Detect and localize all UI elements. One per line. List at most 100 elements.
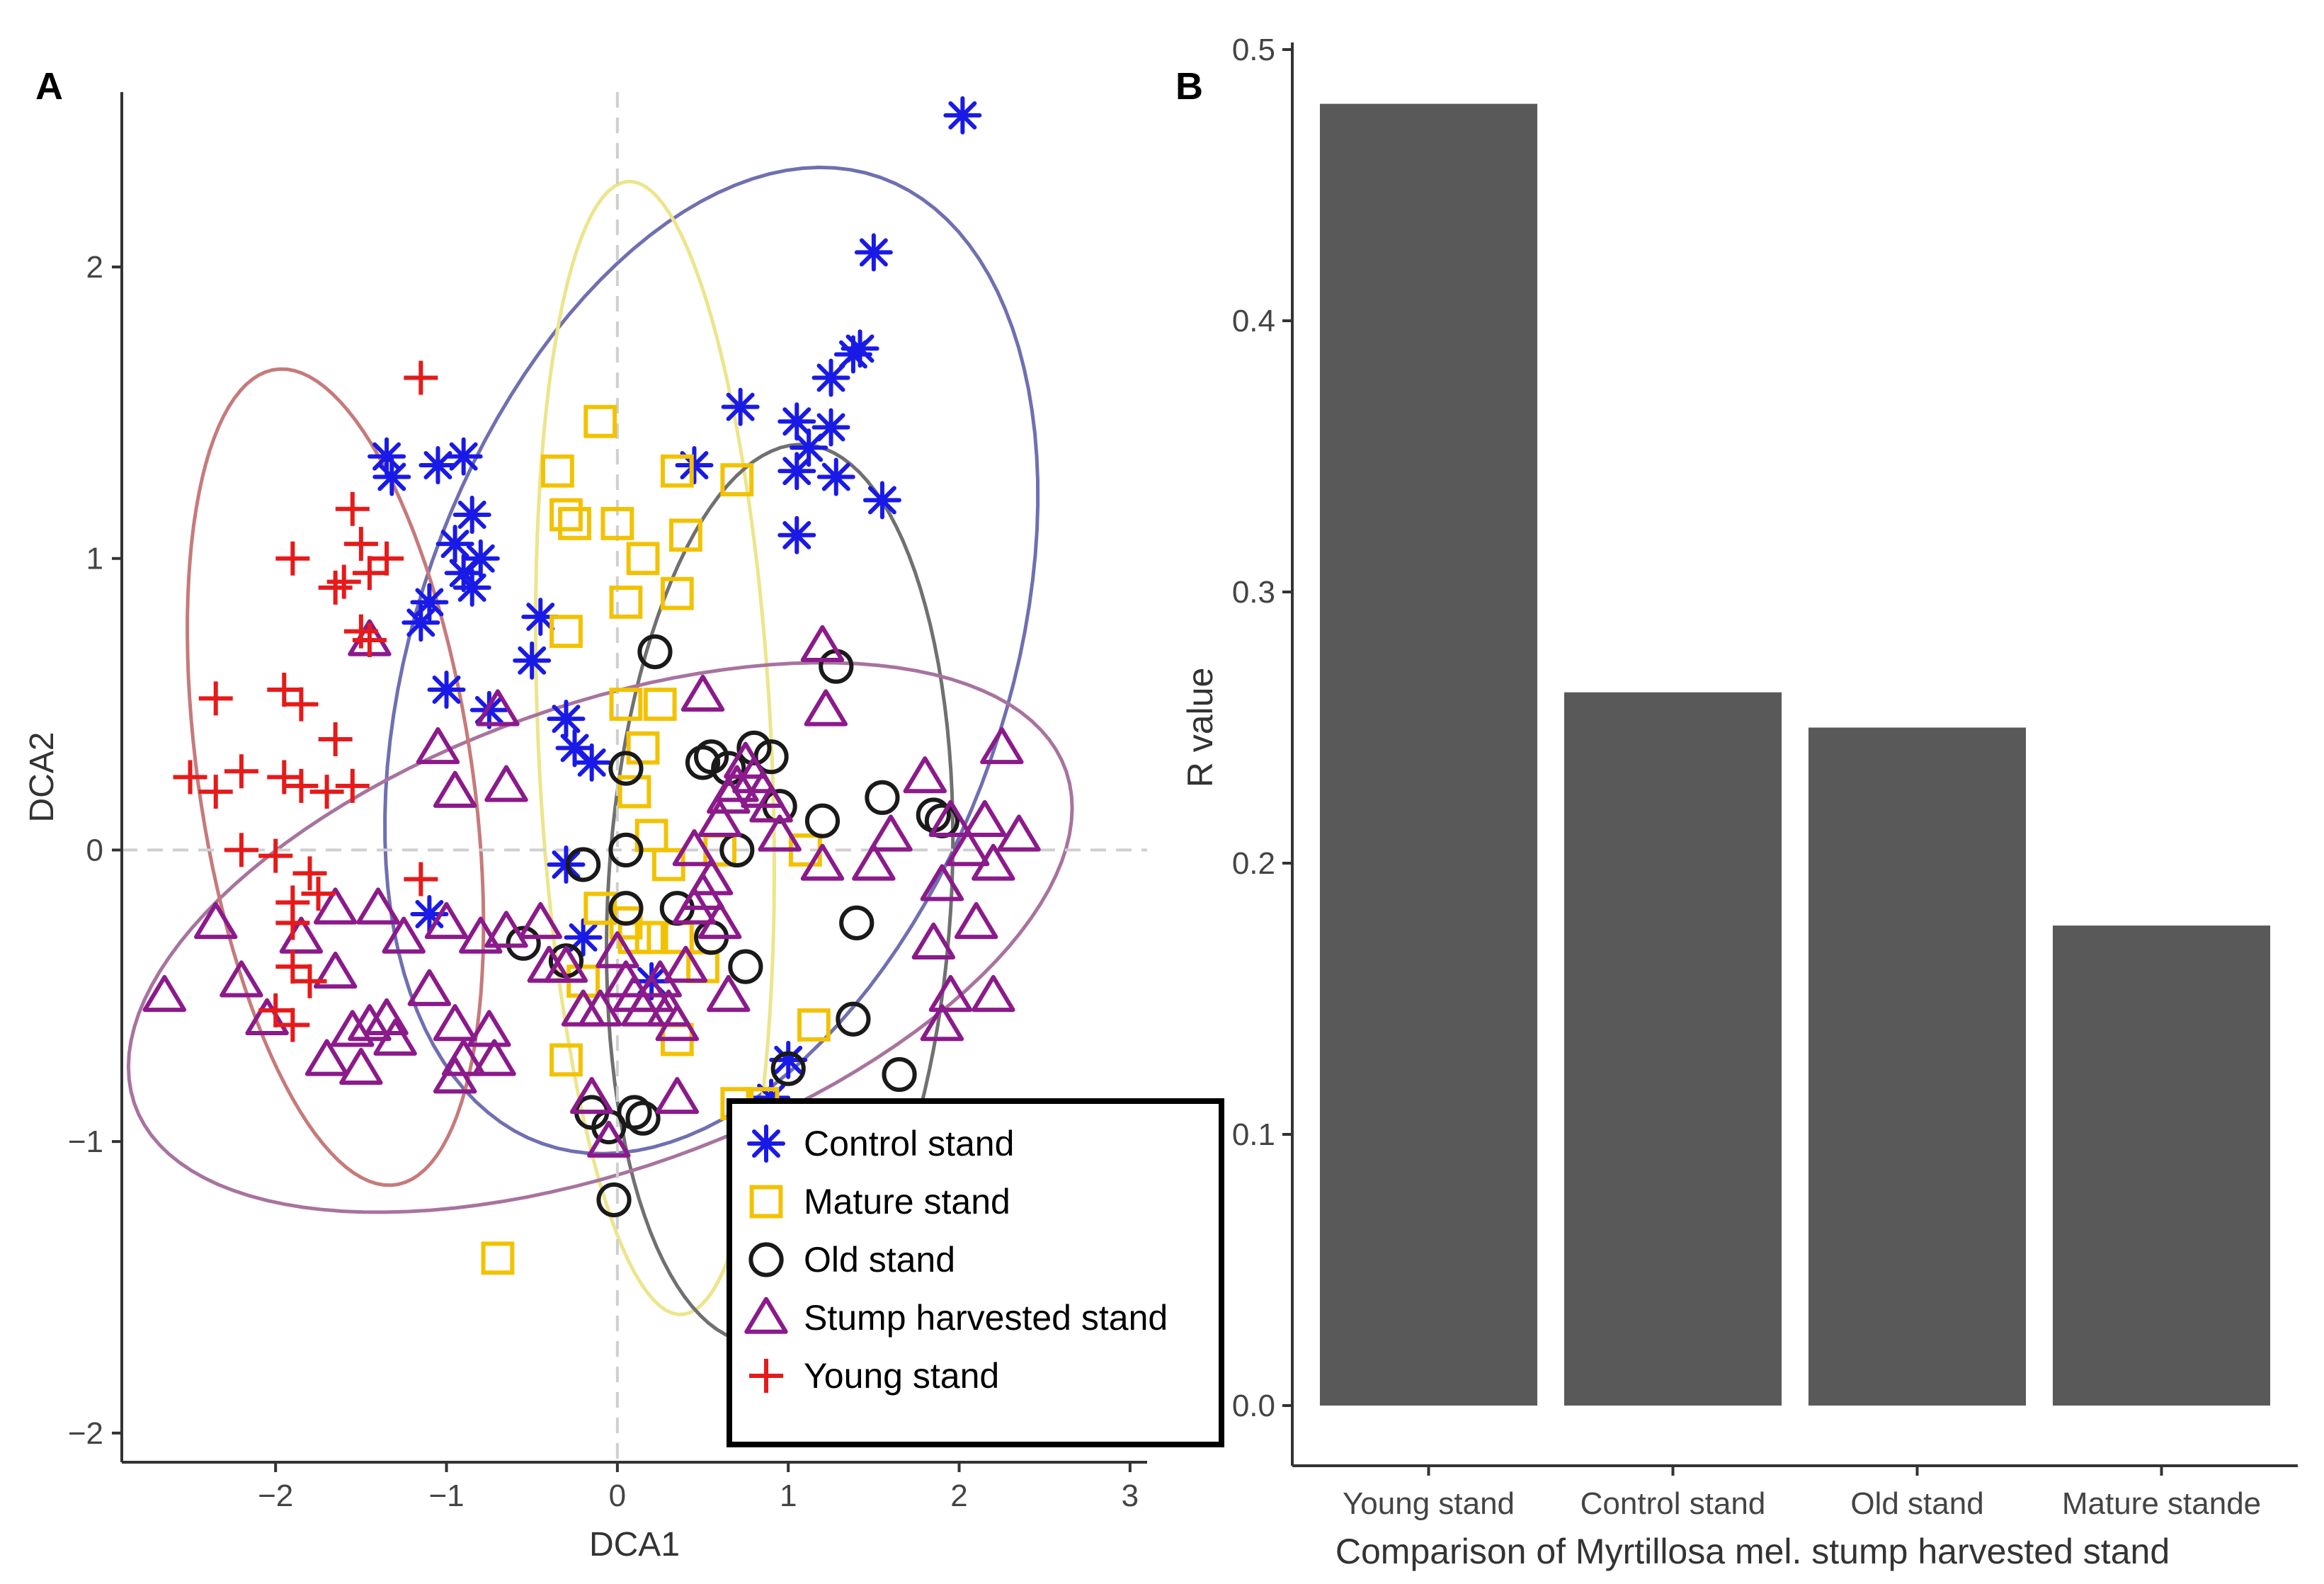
point-3-57 <box>680 674 725 712</box>
legend-item: Control stand <box>747 1124 1014 1163</box>
point-3-28 <box>484 765 528 802</box>
bars-layer <box>1319 103 2271 1406</box>
panel-b-bar: B 0.0 0.1 0.2 0.3 0.4 0.5 Young stand Control s… <box>1175 33 2298 1571</box>
point-4-24 <box>301 877 336 911</box>
point-3-59 <box>804 689 848 727</box>
point-1-32 <box>481 1241 515 1275</box>
point-4-30 <box>258 993 293 1027</box>
bar-3 <box>2052 925 2271 1406</box>
point-0-9 <box>816 457 855 496</box>
point-0-31 <box>572 743 611 782</box>
y-tick-label: 2 <box>86 250 103 285</box>
y-tick-label: 0 <box>86 833 103 867</box>
point-3-67 <box>980 727 1024 765</box>
legend-item: Stump harvested stand <box>744 1297 1168 1338</box>
point-3-19 <box>441 1039 486 1076</box>
bar-y-tick-label: 0.5 <box>1232 33 1275 67</box>
y-tick-label: 1 <box>86 542 103 576</box>
point-0-17 <box>444 437 483 476</box>
point-0-21 <box>461 539 500 578</box>
point-0-3 <box>833 335 872 374</box>
point-3-9 <box>339 1047 383 1086</box>
point-1-16 <box>634 819 668 853</box>
x-axis-label: DCA1 <box>589 1526 680 1563</box>
point-3-78 <box>587 1120 631 1158</box>
point-0-10 <box>862 481 901 520</box>
ellipse-3 <box>126 661 1074 1214</box>
panel-a-axes: −2 −1 0 1 2 3 −2 −1 0 1 2 <box>68 92 1147 1513</box>
point-2-28 <box>617 1095 652 1130</box>
point-4-10 <box>198 681 233 716</box>
point-0-26 <box>513 641 552 680</box>
point-0-12 <box>675 445 714 484</box>
point-0-0 <box>943 96 982 135</box>
bar-category-label: Mature stande <box>2062 1486 2261 1521</box>
point-4-5 <box>326 564 361 599</box>
point-3-11 <box>356 887 400 925</box>
point-3-25 <box>416 727 460 765</box>
point-3-55 <box>697 901 742 940</box>
y-tick-label: −1 <box>68 1124 103 1159</box>
point-4-31 <box>275 1008 310 1042</box>
point-3-10 <box>348 1004 392 1042</box>
series-0 <box>368 96 982 1117</box>
point-4-11 <box>267 672 302 707</box>
point-0-13 <box>777 515 816 554</box>
point-1-23 <box>634 921 668 955</box>
point-1-9 <box>609 586 643 619</box>
point-3-56 <box>707 974 751 1013</box>
series-4 <box>173 360 438 1042</box>
reference-lines <box>122 92 1147 1462</box>
point-3-77 <box>569 1076 614 1115</box>
point-3-26 <box>433 770 477 808</box>
point-2-4 <box>685 745 721 780</box>
point-3-8 <box>331 1010 375 1047</box>
bar-y-tick-label: 0.0 <box>1232 1389 1275 1423</box>
point-3-22 <box>472 1039 516 1076</box>
point-4-6 <box>275 541 310 576</box>
point-4-14 <box>267 760 302 794</box>
point-4-21 <box>224 833 258 867</box>
point-2-25 <box>770 1051 806 1086</box>
point-0-11 <box>721 387 760 426</box>
point-0-15 <box>372 457 411 496</box>
point-1-5 <box>660 454 694 488</box>
bar-y-axis-label: R value <box>1180 668 1220 788</box>
point-1-2 <box>549 498 583 532</box>
legend-item: Young stand <box>749 1356 999 1396</box>
bar-0 <box>1319 103 1538 1406</box>
point-3-0 <box>142 974 187 1013</box>
point-2-21 <box>839 905 875 940</box>
panel-b-label: B <box>1175 65 1203 108</box>
point-3-33 <box>579 989 622 1027</box>
legend-swatch-1 <box>749 1185 783 1219</box>
point-1-7 <box>669 518 702 552</box>
legend-item: Mature stand <box>749 1182 1010 1221</box>
point-0-1 <box>854 233 893 272</box>
point-4-0 <box>404 360 438 395</box>
point-1-29 <box>549 1043 583 1077</box>
point-2-18 <box>506 925 541 961</box>
point-4-23 <box>292 856 327 891</box>
point-3-1 <box>194 901 238 940</box>
point-1-13 <box>643 688 677 721</box>
bar-y-tick-label: 0.2 <box>1232 846 1275 881</box>
point-3-62 <box>869 814 913 852</box>
point-4-4 <box>352 556 387 591</box>
point-3-16 <box>424 901 469 940</box>
point-2-30 <box>596 1182 632 1218</box>
point-3-65 <box>945 829 990 867</box>
point-0-16 <box>418 445 457 484</box>
legend-swatch-4 <box>749 1359 783 1393</box>
panel-b-axes: 0.0 0.1 0.2 0.3 0.4 0.5 Young stand Control sta… <box>1232 33 2298 1521</box>
point-3-47 <box>697 799 742 838</box>
point-3-6 <box>313 887 358 925</box>
point-2-16 <box>608 891 644 926</box>
point-1-0 <box>583 404 617 438</box>
point-0-27 <box>427 670 466 709</box>
point-3-23 <box>484 911 528 948</box>
bar-y-tick-label: 0.4 <box>1232 304 1275 338</box>
point-3-53 <box>749 785 793 823</box>
bar-x-axis-label: Comparison of Myrtillosa mel. stump harv… <box>1335 1532 2170 1571</box>
